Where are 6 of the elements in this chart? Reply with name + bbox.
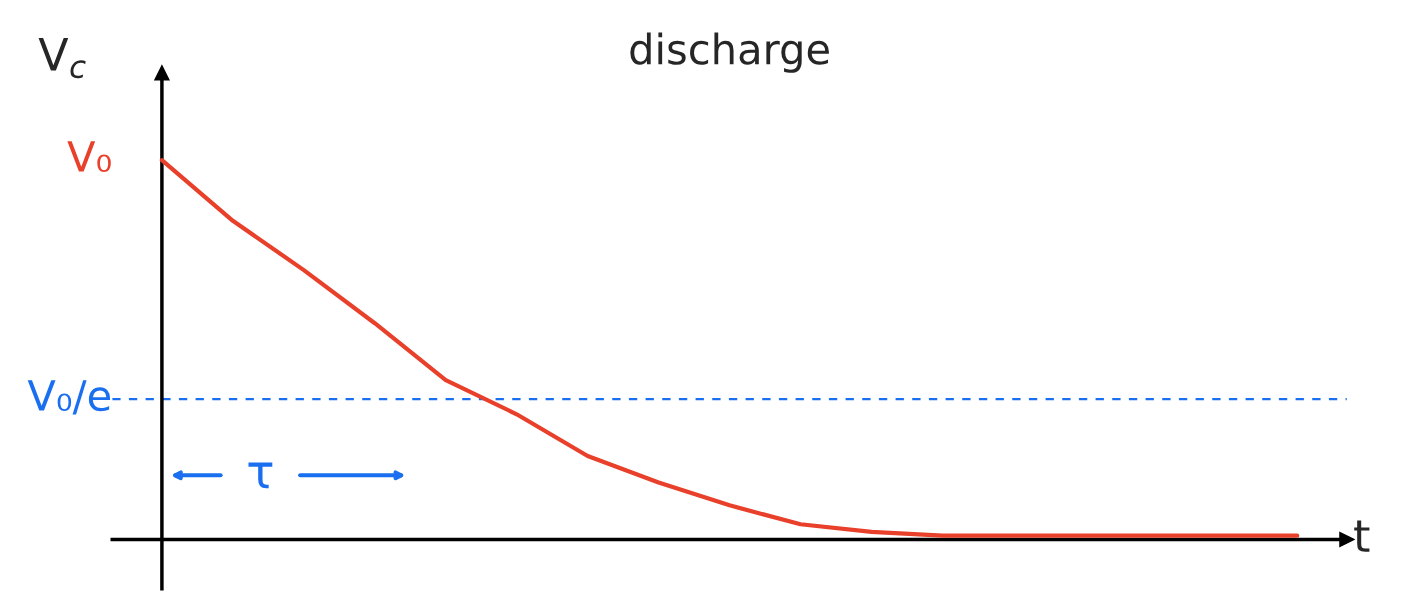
annotation: τ [248,462,273,489]
x-axis-title: t [1354,520,1370,552]
ref-line-label: V₀/e [27,380,111,415]
y-axis-title: V$_{c}$ [38,38,86,79]
chart-title: discharge [630,32,829,73]
text: V₀ [67,141,111,173]
